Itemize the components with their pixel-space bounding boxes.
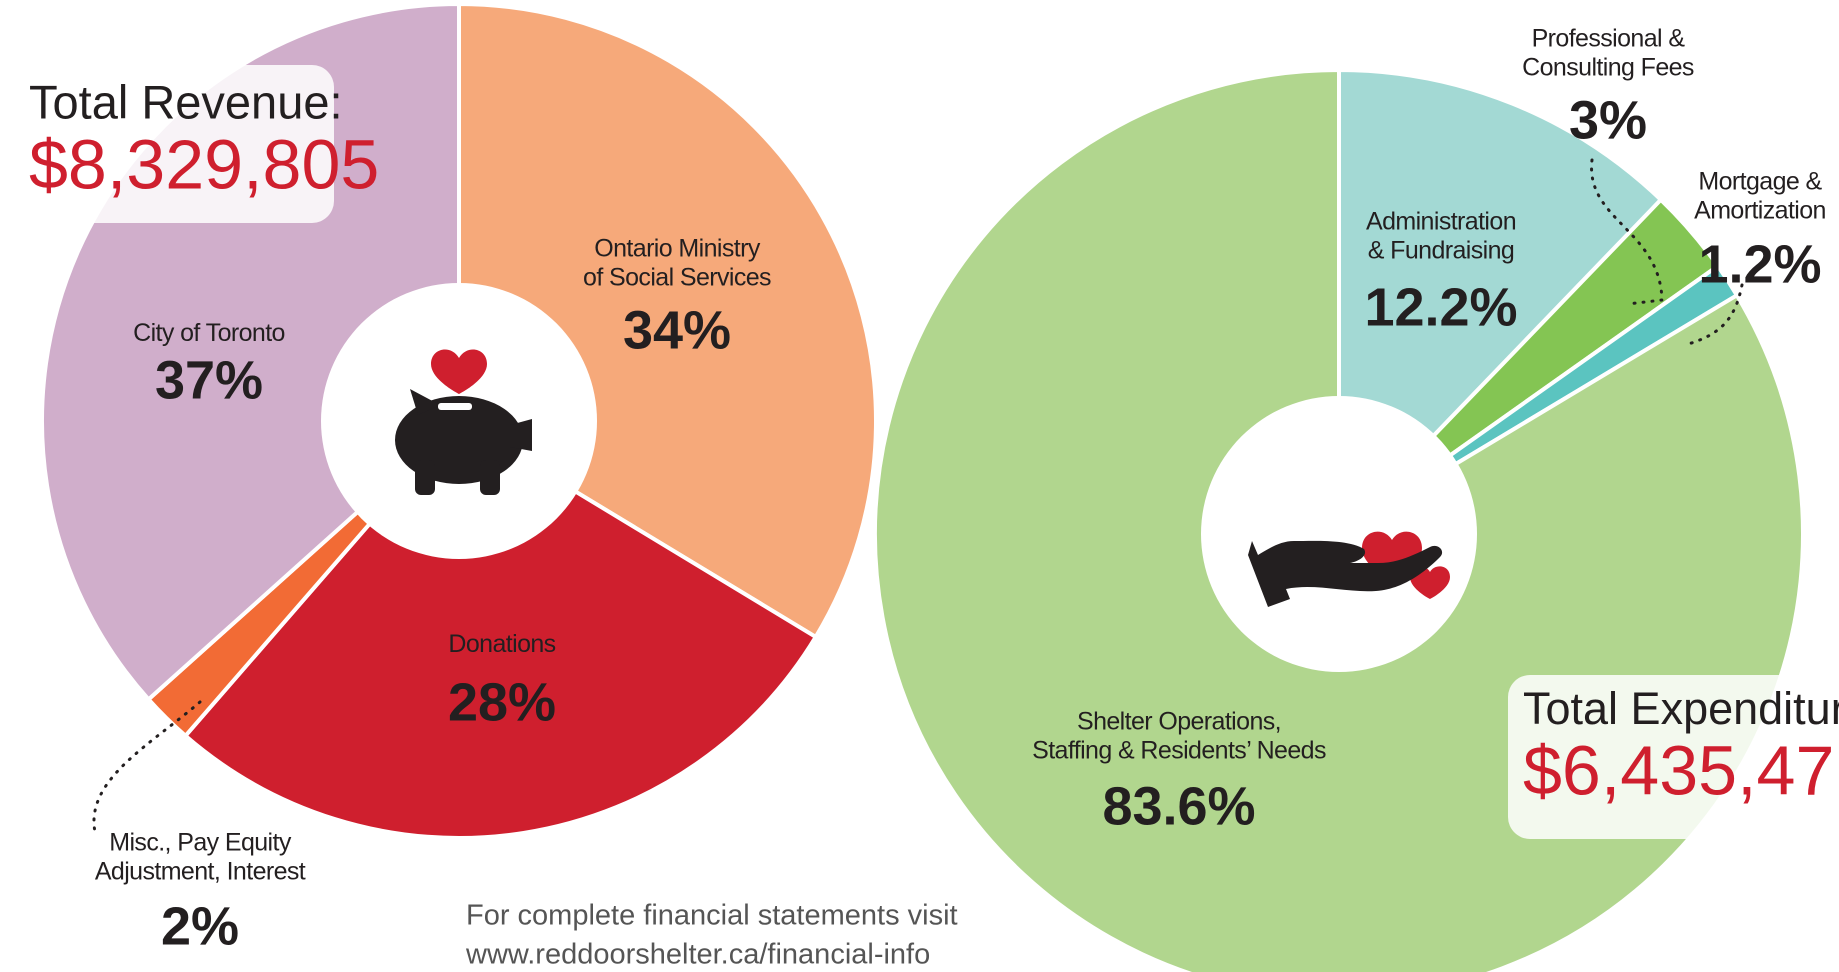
slice-label: Donations [448, 630, 555, 658]
slice-value: 2% [161, 896, 239, 956]
total-box [12, 65, 334, 223]
pie-slice [1337, 68, 1663, 536]
slice-label: Shelter Operations, Staffing & Residents’… [1032, 707, 1326, 764]
leader-line [1590, 158, 1664, 306]
slice-label: Misc., Pay Equity Adjustment, Interest [95, 828, 306, 885]
pie-slice [183, 419, 818, 840]
total-box [1508, 675, 1839, 839]
pie-center [1201, 396, 1477, 672]
slice-value: 3% [1569, 90, 1647, 150]
slice-value: 12.2% [1364, 277, 1517, 337]
total-value: $8,329,805 [29, 125, 379, 203]
slice-label: Administration & Fundraising [1366, 207, 1516, 264]
slice-label: City of Toronto [133, 319, 285, 347]
slice-label: Professional & Consulting Fees [1522, 24, 1694, 81]
slice-value: 28% [448, 672, 556, 732]
slice-value: 37% [155, 350, 263, 410]
pie-chart: Ontario Ministry of Social Services 34% Don… [40, 2, 878, 956]
slice-value: 83.6% [1102, 776, 1255, 836]
footnote: For complete financial statements visit [466, 900, 958, 932]
leader-line [1683, 283, 1744, 347]
slice-label: Ontario Ministry of Social Services [583, 234, 771, 291]
piggy-bank-icon [395, 349, 532, 495]
total-label: Total Revenue: [29, 75, 343, 128]
slice-value: 1.2% [1698, 234, 1821, 294]
slice-label: Mortgage & Amortization [1694, 167, 1826, 224]
slice-value: 34% [623, 300, 731, 360]
footnote: www.reddoorshelter.ca/financial-info [465, 939, 930, 971]
total-label: Total Expenditures: [1523, 683, 1839, 734]
total-value: $6,435,471 [1523, 731, 1839, 809]
hand-hearts-icon [1248, 531, 1450, 607]
